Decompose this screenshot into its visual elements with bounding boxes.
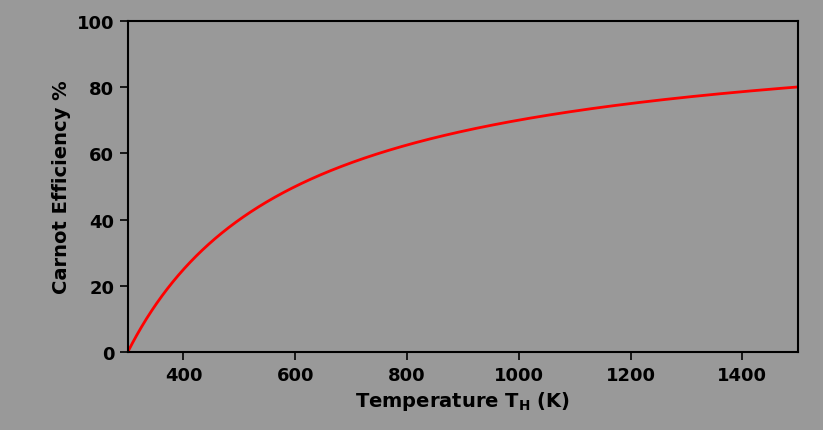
X-axis label: Temperature T$_\mathregular{H}$ (K): Temperature T$_\mathregular{H}$ (K) [356,389,570,412]
Y-axis label: Carnot Efficiency %: Carnot Efficiency % [53,80,72,294]
